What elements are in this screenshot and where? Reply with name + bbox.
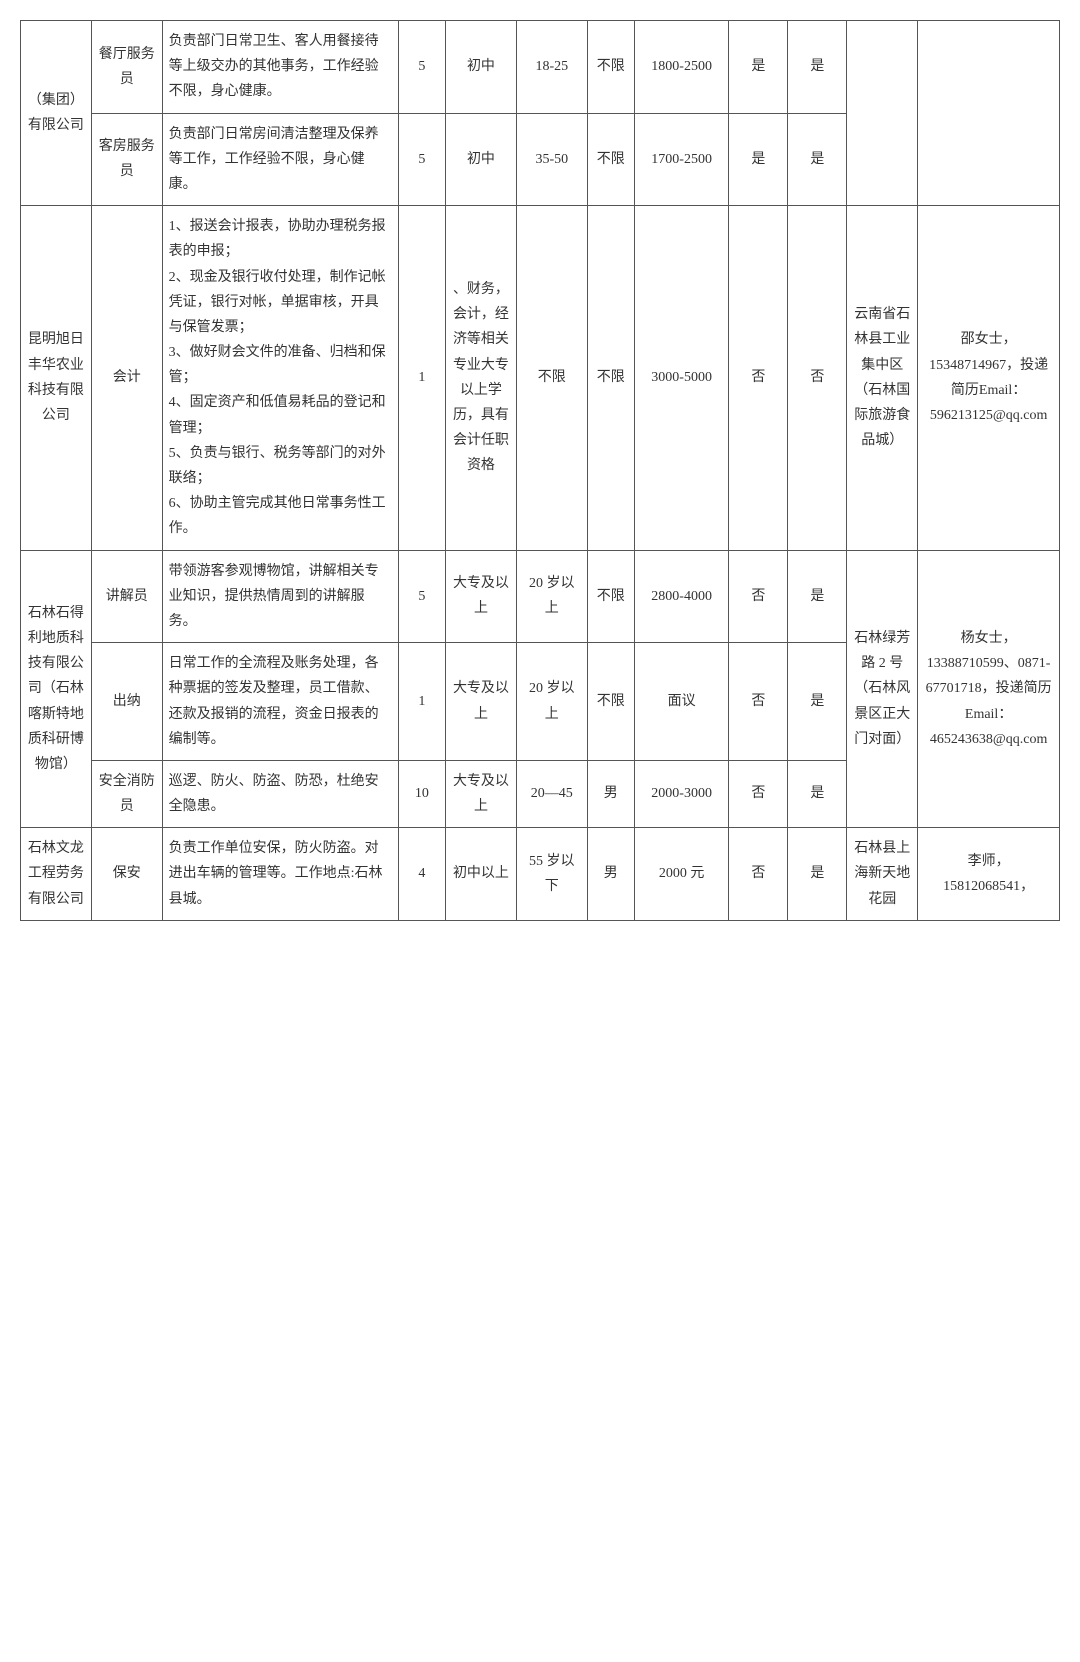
yn2-cell: 是 — [788, 828, 847, 921]
salary-cell: 1700-2500 — [634, 113, 728, 206]
yn2-cell: 是 — [788, 550, 847, 643]
gender-cell: 不限 — [587, 206, 634, 550]
yn1-cell: 否 — [729, 828, 788, 921]
gender-cell: 不限 — [587, 113, 634, 206]
yn1-cell: 否 — [729, 206, 788, 550]
count-cell: 5 — [398, 21, 445, 114]
salary-cell: 2000-3000 — [634, 760, 728, 827]
position-cell: 安全消防员 — [91, 760, 162, 827]
position-cell: 保安 — [91, 828, 162, 921]
count-cell: 5 — [398, 550, 445, 643]
company-cell: 石林文龙工程劳务有限公司 — [21, 828, 92, 921]
description-cell: 负责工作单位安保，防火防盗。对进出车辆的管理等。工作地点:石林县城。 — [162, 828, 398, 921]
position-cell: 讲解员 — [91, 550, 162, 643]
count-cell: 5 — [398, 113, 445, 206]
table-row: 昆明旭日丰华农业科技有限公司会计1、报送会计报表，协助办理税务报表的申报；2、现… — [21, 206, 1060, 550]
contact-cell: 邵女士，15348714967，投递简历Email：596213125@qq.c… — [918, 206, 1060, 550]
position-cell: 客房服务员 — [91, 113, 162, 206]
company-cell: 石林石得利地质科技有限公司（石林喀斯特地质科研博物馆） — [21, 550, 92, 828]
company-cell: （集团）有限公司 — [21, 21, 92, 206]
recruitment-table: （集团）有限公司餐厅服务员负责部门日常卫生、客人用餐接待等上级交办的其他事务，工… — [20, 20, 1060, 921]
education-cell: 、财务，会计，经济等相关专业大专以上学历，具有会计任职资格 — [446, 206, 517, 550]
yn1-cell: 否 — [729, 643, 788, 761]
yn1-cell: 是 — [729, 113, 788, 206]
description-cell: 负责部门日常房间清洁整理及保养等工作，工作经验不限，身心健康。 — [162, 113, 398, 206]
salary-cell: 2800-4000 — [634, 550, 728, 643]
address-cell: 云南省石林县工业集中区（石林国际旅游食品城） — [847, 206, 918, 550]
gender-cell: 不限 — [587, 550, 634, 643]
position-cell: 出纳 — [91, 643, 162, 761]
position-cell: 会计 — [91, 206, 162, 550]
description-cell: 带领游客参观博物馆，讲解相关专业知识，提供热情周到的讲解服务。 — [162, 550, 398, 643]
count-cell: 10 — [398, 760, 445, 827]
salary-cell: 1800-2500 — [634, 21, 728, 114]
salary-cell: 面议 — [634, 643, 728, 761]
age-cell: 35-50 — [516, 113, 587, 206]
table-row: 石林石得利地质科技有限公司（石林喀斯特地质科研博物馆）讲解员带领游客参观博物馆，… — [21, 550, 1060, 643]
address-cell: 石林县上海新天地花园 — [847, 828, 918, 921]
salary-cell: 3000-5000 — [634, 206, 728, 550]
description-cell: 巡逻、防火、防盗、防恐，杜绝安全隐患。 — [162, 760, 398, 827]
table-body: （集团）有限公司餐厅服务员负责部门日常卫生、客人用餐接待等上级交办的其他事务，工… — [21, 21, 1060, 921]
yn2-cell: 是 — [788, 760, 847, 827]
age-cell: 20—45 — [516, 760, 587, 827]
yn2-cell: 是 — [788, 113, 847, 206]
age-cell: 不限 — [516, 206, 587, 550]
contact-cell — [918, 21, 1060, 206]
gender-cell: 男 — [587, 760, 634, 827]
gender-cell: 不限 — [587, 643, 634, 761]
yn2-cell: 是 — [788, 21, 847, 114]
yn1-cell: 是 — [729, 21, 788, 114]
yn1-cell: 否 — [729, 550, 788, 643]
yn2-cell: 是 — [788, 643, 847, 761]
education-cell: 大专及以上 — [446, 550, 517, 643]
count-cell: 4 — [398, 828, 445, 921]
yn1-cell: 否 — [729, 760, 788, 827]
gender-cell: 男 — [587, 828, 634, 921]
contact-cell: 杨女士，13388710599、0871-67701718，投递简历Email：… — [918, 550, 1060, 828]
salary-cell: 2000 元 — [634, 828, 728, 921]
company-cell: 昆明旭日丰华农业科技有限公司 — [21, 206, 92, 550]
count-cell: 1 — [398, 643, 445, 761]
contact-cell: 李师，15812068541， — [918, 828, 1060, 921]
gender-cell: 不限 — [587, 21, 634, 114]
yn2-cell: 否 — [788, 206, 847, 550]
description-cell: 负责部门日常卫生、客人用餐接待等上级交办的其他事务，工作经验不限，身心健康。 — [162, 21, 398, 114]
table-row: 石林文龙工程劳务有限公司保安负责工作单位安保，防火防盗。对进出车辆的管理等。工作… — [21, 828, 1060, 921]
description-cell: 日常工作的全流程及账务处理，各种票据的签发及整理，员工借款、还款及报销的流程，资… — [162, 643, 398, 761]
age-cell: 20 岁以上 — [516, 643, 587, 761]
age-cell: 55 岁以下 — [516, 828, 587, 921]
address-cell: 石林绿芳路 2 号（石林风景区正大门对面） — [847, 550, 918, 828]
education-cell: 初中 — [446, 113, 517, 206]
position-cell: 餐厅服务员 — [91, 21, 162, 114]
education-cell: 大专及以上 — [446, 760, 517, 827]
address-cell — [847, 21, 918, 206]
education-cell: 大专及以上 — [446, 643, 517, 761]
table-row: （集团）有限公司餐厅服务员负责部门日常卫生、客人用餐接待等上级交办的其他事务，工… — [21, 21, 1060, 114]
education-cell: 初中 — [446, 21, 517, 114]
age-cell: 20 岁以上 — [516, 550, 587, 643]
description-cell: 1、报送会计报表，协助办理税务报表的申报；2、现金及银行收付处理，制作记帐凭证，… — [162, 206, 398, 550]
age-cell: 18-25 — [516, 21, 587, 114]
count-cell: 1 — [398, 206, 445, 550]
education-cell: 初中以上 — [446, 828, 517, 921]
